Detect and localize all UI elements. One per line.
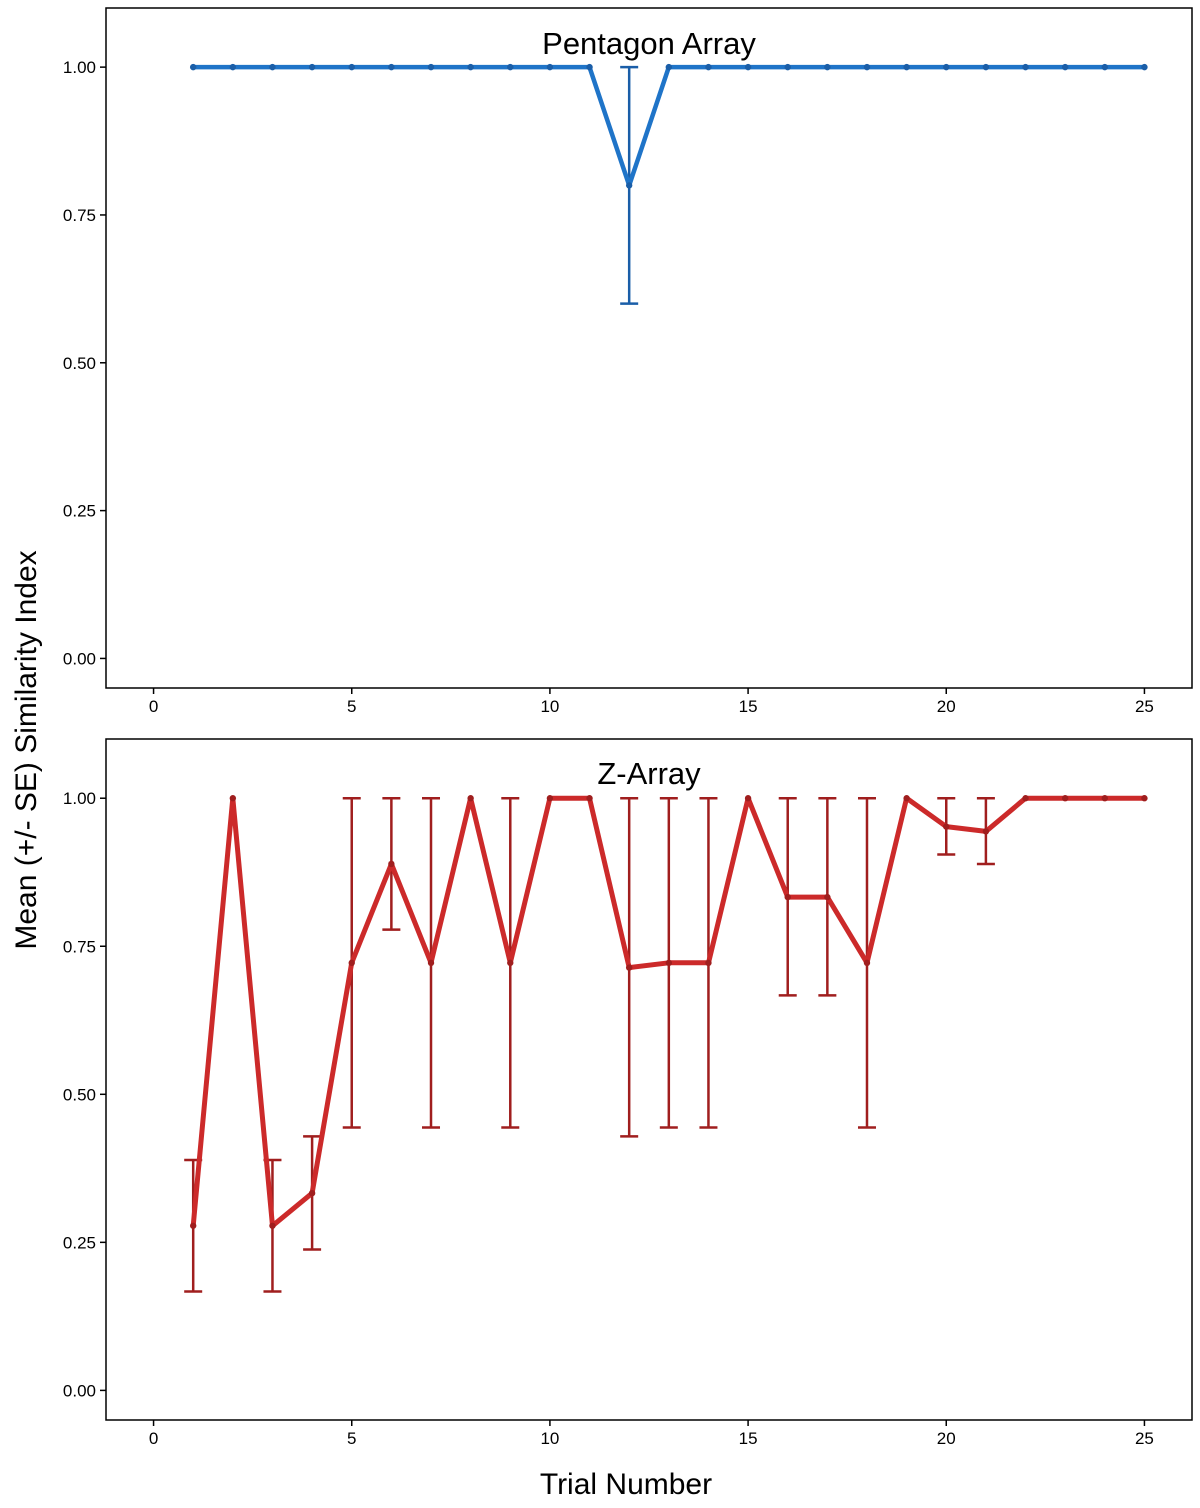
z-array-panel: 0.00 0.25 0.50 0.75 1.00 0 5 10 15 20 25 Z-Array [63, 738, 1193, 1448]
z-array-data-point [189, 1222, 197, 1229]
pentagon-data-point [467, 63, 474, 71]
z-array-x-tick-label: 15 [739, 1429, 758, 1448]
pentagon-data-point [308, 63, 316, 71]
z-array-data-point [705, 959, 712, 967]
pentagon-data-point [784, 63, 791, 71]
pentagon-x-tick-label: 25 [1135, 697, 1154, 716]
z-array-y-tick-label: 0.25 [63, 1233, 96, 1252]
pentagon-array-panel: 0.00 0.25 0.50 0.75 1.00 0 5 10 15 20 25 Pentagon A… [63, 7, 1193, 716]
pentagon-x-tick-label: 0 [149, 697, 158, 716]
z-array-y-tick-label: 0.00 [63, 1381, 96, 1400]
x-axis-title: Trial Number [540, 1468, 712, 1501]
pentagon-data-point [427, 63, 435, 71]
z-array-data-point [308, 1189, 316, 1197]
z-array-x-tick-label: 25 [1135, 1429, 1154, 1448]
pentagon-x-tick-label: 10 [540, 697, 559, 716]
pentagon-data-point [1141, 63, 1148, 71]
z-array-data-point [863, 959, 871, 967]
pentagon-data-point [665, 63, 673, 71]
pentagon-chart-title: Pentagon Array [542, 26, 756, 61]
z-array-data-point [269, 1222, 276, 1229]
z-array-data-point [1022, 795, 1029, 802]
pentagon-y-tick-label: 0.25 [63, 502, 96, 521]
z-array-data-point [427, 959, 435, 967]
z-array-data-point [744, 795, 752, 802]
z-array-data-point [903, 795, 910, 802]
pentagon-data-point [189, 63, 197, 71]
pentagon-series-line [190, 64, 1147, 188]
pentagon-data-point [705, 63, 712, 71]
pentagon-data-point [1022, 63, 1029, 71]
z-array-data-point [1101, 795, 1109, 802]
z-array-data-point [824, 893, 831, 901]
pentagon-data-point [546, 63, 554, 71]
z-array-x-tick-label: 10 [540, 1429, 559, 1448]
z-array-data-point [507, 959, 514, 967]
pentagon-data-point [625, 182, 633, 189]
z-array-data-point [467, 795, 474, 802]
pentagon-data-point [863, 63, 871, 71]
pentagon-data-point [269, 63, 276, 71]
pentagon-y-tick-label: 1.00 [63, 58, 96, 77]
pentagon-data-point [824, 63, 831, 71]
z-array-plot-frame [105, 738, 1193, 1421]
z-array-data-point [1141, 795, 1148, 802]
pentagon-data-point [348, 63, 355, 71]
z-array-x-tick-label: 20 [937, 1429, 956, 1448]
z-array-data-point [229, 795, 237, 802]
z-array-data-point [665, 959, 673, 967]
pentagon-data-point [229, 63, 237, 71]
z-array-y-tick-label: 0.50 [63, 1085, 96, 1104]
y-axis-title: Mean (+/- SE) Similarity Index [10, 550, 43, 949]
pentagon-y-tick-label: 0.50 [63, 354, 96, 373]
z-array-data-point [943, 823, 950, 830]
z-array-data-point [348, 959, 355, 967]
pentagon-x-tick-label: 5 [347, 697, 356, 716]
pentagon-data-point [388, 63, 395, 71]
pentagon-data-point [744, 63, 752, 71]
z-array-x-tick-label: 0 [149, 1429, 158, 1448]
pentagon-data-point [1101, 63, 1109, 71]
z-array-data-point [1061, 795, 1069, 802]
pentagon-data-point [943, 63, 950, 71]
pentagon-x-tick-label: 20 [937, 697, 956, 716]
z-array-data-point [982, 828, 990, 835]
z-array-data-point [388, 860, 395, 868]
pentagon-plot-frame [105, 7, 1193, 689]
z-array-data-point [625, 964, 633, 971]
z-array-x-tick-label: 5 [347, 1429, 356, 1448]
z-array-data-point [784, 893, 791, 901]
pentagon-data-point [903, 63, 910, 71]
pentagon-data-point [507, 63, 514, 71]
pentagon-y-tick-label: 0.75 [63, 206, 96, 225]
pentagon-data-point [586, 63, 593, 71]
pentagon-data-point [982, 63, 990, 71]
pentagon-data-point [1061, 63, 1069, 71]
z-array-data-point [586, 795, 593, 802]
z-array-data-point [546, 795, 554, 802]
pentagon-y-tick-label: 0.00 [63, 649, 96, 668]
z-array-y-tick-label: 1.00 [63, 789, 96, 808]
z-array-chart-title: Z-Array [597, 756, 701, 791]
z-array-y-tick-label: 0.75 [63, 937, 96, 956]
pentagon-x-tick-label: 15 [739, 697, 758, 716]
